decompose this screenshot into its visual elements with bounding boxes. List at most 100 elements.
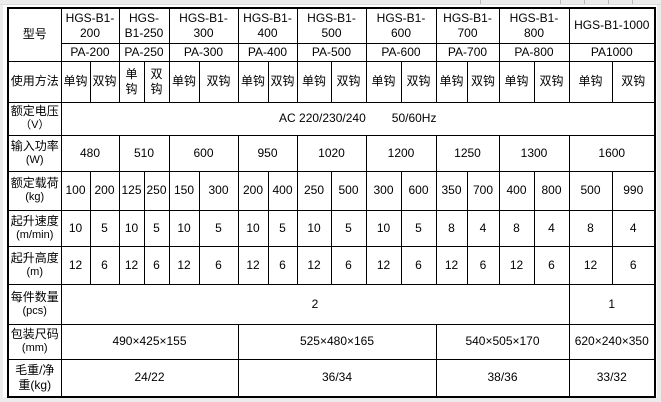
usage-cell: 单钩	[60, 60, 91, 103]
usage-cell: 单钩	[118, 60, 145, 103]
power-cell: 1020	[296, 134, 367, 172]
load-cell: 125	[118, 170, 145, 211]
speed-cell: 10	[60, 209, 91, 247]
load-cell: 700	[466, 170, 500, 211]
top-edge-artifact	[0, 0, 661, 5]
pa-row: PA-200 PA-250 PA-300 PA-400 PA-500 PA-60…	[8, 42, 656, 62]
speed-cell: 10	[365, 209, 402, 247]
row-label-text: 输入功率	[10, 138, 59, 153]
load-cell: 500	[568, 170, 613, 211]
speed-cell: 5	[400, 209, 437, 247]
power-cell: 1250	[435, 134, 500, 172]
power-cell: 950	[237, 134, 298, 172]
height-cell: 6	[89, 245, 120, 285]
table-container: 型号 HGS-B1-200 HGS-B1-250 HGS-B1-300 HGS-…	[4, 4, 656, 398]
row-label-load: 额定载荷 (kg)	[7, 170, 62, 211]
usage-cell: 双钩	[198, 60, 239, 103]
speed-cell: 10	[237, 209, 269, 247]
row-label-unit: (m/min)	[16, 228, 54, 241]
load-cell: 250	[143, 170, 170, 211]
weight-cell: 24/22	[60, 358, 239, 398]
voltage-value: AC 220/230/240	[279, 111, 366, 125]
model-cell: HGS-B1-250	[118, 7, 170, 44]
row-label-text: 每件数量	[10, 289, 59, 304]
row-label-height: 起升高度 (m)	[7, 245, 62, 285]
artifact-cell	[584, 0, 609, 4]
load-cell: 100	[60, 170, 91, 211]
row-label-unit: (pcs)	[22, 304, 47, 317]
speed-cell: 8	[568, 209, 613, 247]
pa-cell: PA-700	[435, 42, 500, 62]
power-cell: 1200	[365, 134, 437, 172]
height-cell: 12	[237, 245, 269, 285]
power-cell: 1300	[498, 134, 570, 172]
row-label-unit: (mm)	[21, 342, 48, 355]
usage-cell: 双钩	[466, 60, 500, 103]
usage-cell: 单钩	[568, 60, 613, 103]
spec-table: 型号 HGS-B1-200 HGS-B1-250 HGS-B1-300 HGS-…	[7, 7, 656, 398]
height-cell: 12	[60, 245, 91, 285]
load-cell: 350	[435, 170, 468, 211]
row-label-text: 毛重/净	[15, 362, 55, 377]
power-cell: 600	[168, 134, 239, 172]
row-label-speed: 起升速度 (m/min)	[7, 209, 62, 247]
row-label-unit: (kg)	[25, 191, 45, 204]
model-cell: HGS-B1-500	[296, 7, 367, 44]
pa-cell: PA1000	[568, 42, 656, 62]
row-label-qty: 每件数量 (pcs)	[7, 283, 62, 325]
pa-cell: PA-400	[237, 42, 298, 62]
usage-cell: 单钩	[435, 60, 468, 103]
model-cell: HGS-B1-400	[237, 7, 298, 44]
artifact-cell	[608, 0, 633, 4]
pa-cell: PA-200	[60, 42, 120, 62]
height-cell: 12	[118, 245, 145, 285]
height-cell: 6	[466, 245, 500, 285]
usage-row: 使用方法 单钩 双钩 单钩 双钩 单钩 双钩 单钩 双钩 单钩 双钩 单钩 双钩…	[7, 60, 656, 103]
usage-cell: 单钩	[365, 60, 402, 103]
model-cell: HGS-B1-700	[435, 7, 500, 44]
speed-cell: 10	[168, 209, 200, 247]
load-cell: 400	[498, 170, 535, 211]
speed-cell: 8	[498, 209, 535, 247]
speed-cell: 5	[143, 209, 170, 247]
speed-cell: 10	[296, 209, 332, 247]
speed-cell: 5	[267, 209, 298, 247]
height-cell: 6	[611, 245, 656, 285]
height-cell: 6	[267, 245, 298, 285]
height-cell: 6	[143, 245, 170, 285]
load-cell: 150	[168, 170, 200, 211]
height-row: 起升高度 (m) 12 6 12 6 12 6 12 6 12 6 12 6 1…	[7, 245, 656, 285]
voltage-cell: AC 220/230/240 50/60Hz	[60, 101, 656, 136]
model-cell: HGS-B1-1000	[568, 7, 656, 44]
load-cell: 200	[237, 170, 269, 211]
usage-cell: 双钩	[400, 60, 437, 103]
height-cell: 6	[330, 245, 367, 285]
usage-cell: 单钩	[498, 60, 535, 103]
pa-cell: PA-300	[168, 42, 239, 62]
row-label-unit: (W)	[25, 153, 44, 166]
usage-cell: 双钩	[267, 60, 298, 103]
weight-cell: 33/32	[568, 358, 656, 398]
model-row: 型号 HGS-B1-200 HGS-B1-250 HGS-B1-300 HGS-…	[7, 7, 656, 62]
power-cell: 510	[118, 134, 170, 172]
model-cell: HGS-B1-600	[365, 7, 437, 44]
usage-cell: 双钩	[533, 60, 570, 103]
height-cell: 6	[400, 245, 437, 285]
usage-cell: 双钩	[143, 60, 170, 103]
load-cell: 300	[198, 170, 239, 211]
row-label-text: 包装尺码	[10, 327, 59, 342]
speed-cell: 10	[118, 209, 145, 247]
qty-cell: 2	[60, 283, 570, 325]
qty-cell: 1	[568, 283, 656, 325]
speed-cell: 5	[89, 209, 120, 247]
voltage-row: 额定电压 （V） AC 220/230/240 50/60Hz	[7, 101, 656, 136]
load-cell: 990	[611, 170, 656, 211]
row-label-usage: 使用方法	[7, 60, 62, 103]
row-label-unit: （V）	[20, 119, 50, 132]
pa-cell: PA-800	[498, 42, 570, 62]
speed-cell: 5	[198, 209, 239, 247]
row-label-unit: (m)	[26, 265, 44, 278]
load-cell: 800	[533, 170, 570, 211]
model-cell: HGS-B1-200	[60, 7, 120, 44]
speed-cell: 5	[330, 209, 367, 247]
